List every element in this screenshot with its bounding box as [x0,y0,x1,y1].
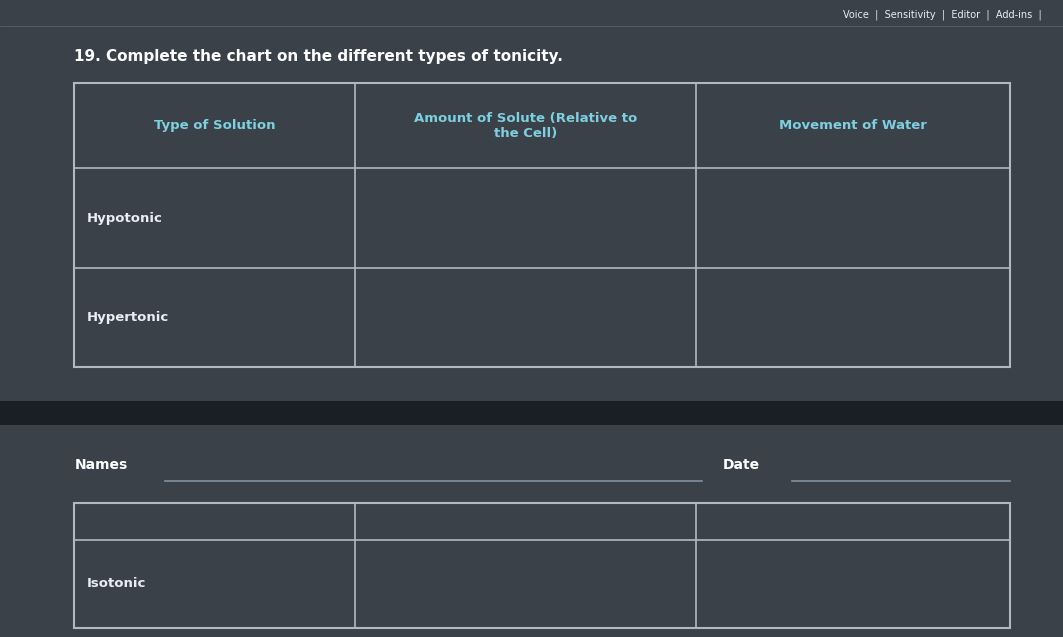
Bar [74,83,1010,368]
Text: Isotonic: Isotonic [87,577,147,590]
Text: Movement of Water: Movement of Water [779,119,927,132]
Text: Hypotonic: Hypotonic [87,211,163,224]
Text: Date: Date [723,458,760,472]
Text: Amount of Solute (Relative to
the Cell): Amount of Solute (Relative to the Cell) [415,111,638,140]
Bar [0,401,1063,425]
Text: Names: Names [74,458,128,472]
Text: Hypertonic: Hypertonic [87,311,169,324]
Text: Voice  |  Sensitivity  |  Editor  |  Add-ins  |: Voice | Sensitivity | Editor | Add-ins | [843,10,1042,20]
Text: Type of Solution: Type of Solution [154,119,275,132]
Bar [74,503,1010,627]
Text: 19. Complete the chart on the different types of tonicity.: 19. Complete the chart on the different … [74,50,563,64]
